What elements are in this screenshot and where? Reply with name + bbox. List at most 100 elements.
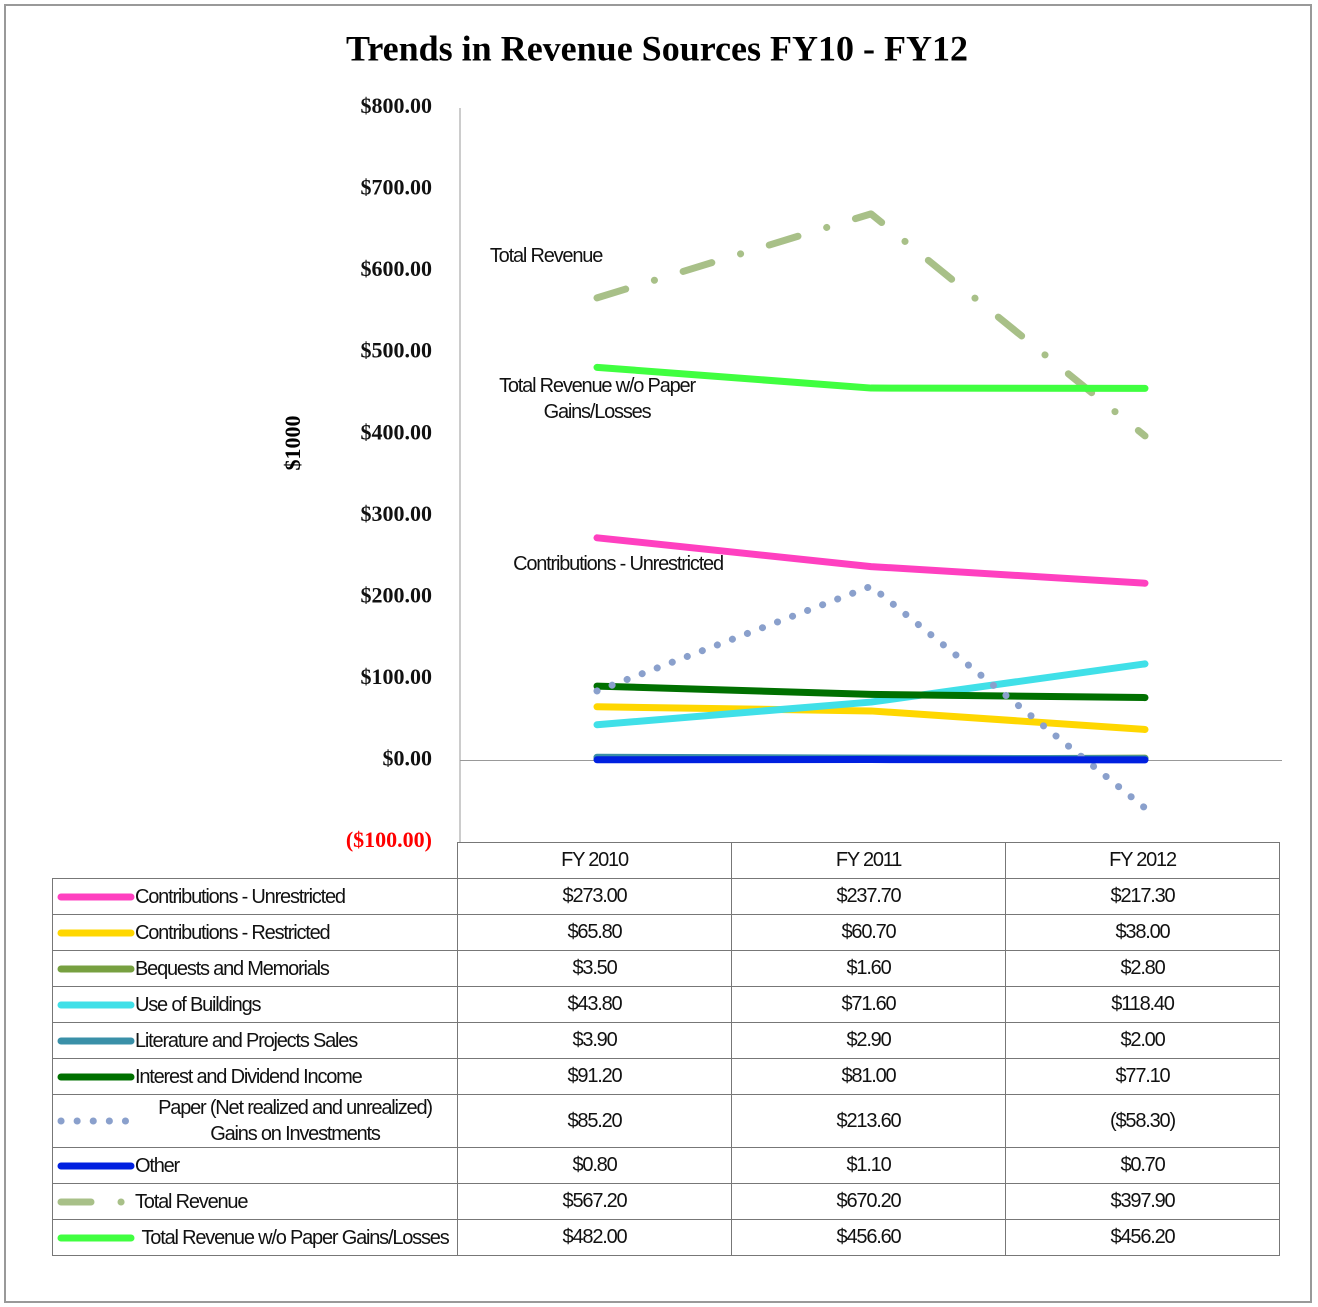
legend-swatch	[57, 1037, 135, 1044]
legend-cell: Literature and Projects Sales	[52, 1022, 458, 1059]
value-cell: $1.60	[731, 950, 1006, 987]
value-cell: $456.20	[1005, 1219, 1280, 1256]
legend-swatch	[57, 929, 135, 936]
series-line	[593, 582, 1149, 812]
chart-title: Trends in Revenue Sources FY10 - FY12	[346, 28, 968, 68]
value-cell: ($58.30)	[1005, 1094, 1280, 1148]
value-cell: $43.80	[457, 986, 732, 1023]
value-cell: $118.40	[1005, 986, 1280, 1023]
series-line	[593, 682, 1149, 702]
legend-label: Contributions - Unrestricted	[135, 885, 346, 908]
annotation: Total Revenue w/o Paper Gains/Losses	[499, 375, 696, 423]
legend-cell: Bequests and Memorials	[52, 950, 458, 987]
value-cell: $670.20	[731, 1183, 1006, 1220]
y-tick-label: $400.00	[361, 419, 433, 444]
value-cell: $273.00	[457, 878, 732, 915]
table-row: Contributions - Unrestricted $273.00 $237.…	[52, 878, 1280, 915]
legend-label: Other	[135, 1154, 180, 1177]
value-cell: $0.70	[1005, 1147, 1280, 1184]
y-axis-label: $1000	[280, 416, 305, 471]
value-cell: $456.60	[731, 1219, 1006, 1256]
value-cell: $567.20	[457, 1183, 732, 1220]
legend-cell: Contributions - Restricted	[52, 914, 458, 951]
y-tick-label: $200.00	[361, 582, 433, 607]
x-tick-label: FY 2011	[731, 842, 1006, 879]
value-cell: $397.90	[1005, 1183, 1280, 1220]
header-row: FY 2010 FY 2011 FY 2012	[52, 842, 1280, 879]
legend-label: Paper (Net realized and unrealized) Gain…	[158, 1097, 433, 1145]
value-cell: $65.80	[457, 914, 732, 951]
value-cell: $3.90	[457, 1022, 732, 1059]
y-tick-label: $700.00	[361, 175, 433, 200]
legend-label: Bequests and Memorials	[135, 957, 330, 980]
table-row: Literature and Projects Sales $3.90 $2.90 $…	[52, 1022, 1280, 1059]
x-tick-label: FY 2010	[457, 842, 732, 879]
y-tick-label: $800.00	[361, 93, 433, 118]
table-row: Total Revenue $567.20 $670.20 $397.90	[52, 1183, 1280, 1220]
legend-swatch	[57, 1117, 135, 1125]
legend-cell: Total Revenue w/o Paper Gains/Losses	[52, 1219, 458, 1256]
legend-cell: Interest and Dividend Income	[52, 1058, 458, 1095]
value-cell: $237.70	[731, 878, 1006, 915]
legend-cell: Paper (Net realized and unrealized) Gain…	[52, 1094, 458, 1148]
legend-entry: Other	[57, 1153, 455, 1179]
series-line	[593, 703, 1149, 733]
legend-entry: Contributions - Restricted	[57, 920, 455, 946]
legend-swatch	[57, 1073, 135, 1080]
value-cell: $38.00	[1005, 914, 1280, 951]
blank-cell	[52, 842, 458, 879]
y-tick-label: $300.00	[361, 501, 433, 526]
legend-swatch	[57, 1001, 135, 1008]
y-tick-label: $0.00	[383, 745, 433, 770]
legend-label: Total Revenue	[135, 1190, 248, 1213]
legend-label: Literature and Projects Sales	[135, 1029, 358, 1052]
value-cell: $77.10	[1005, 1058, 1280, 1095]
value-cell: $213.60	[731, 1094, 1006, 1148]
y-tick-label: $500.00	[361, 338, 433, 363]
legend-entry: Literature and Projects Sales	[57, 1028, 455, 1054]
legend-cell: Other	[52, 1147, 458, 1184]
table-row: Use of Buildings $43.80 $71.60 $118.40	[52, 986, 1280, 1023]
legend-cell: Use of Buildings	[52, 986, 458, 1023]
value-cell: $60.70	[731, 914, 1006, 951]
value-cell: $2.90	[731, 1022, 1006, 1059]
value-cell: $3.50	[457, 950, 732, 987]
series-line	[593, 363, 1149, 392]
table-row: Bequests and Memorials $3.50 $1.60 $2.80	[52, 950, 1280, 987]
annotation: Total Revenue	[489, 245, 603, 267]
value-cell: $1.10	[731, 1147, 1006, 1184]
legend-swatch	[57, 1162, 135, 1169]
value-cell: $0.80	[457, 1147, 732, 1184]
table-row: Other $0.80 $1.10 $0.70	[52, 1147, 1280, 1184]
y-tick-label: $100.00	[361, 664, 433, 689]
series-line	[593, 660, 1149, 729]
legend-swatch	[57, 893, 135, 900]
table-row: Total Revenue w/o Paper Gains/Losses $482…	[52, 1219, 1280, 1256]
legend-entry: Use of Buildings	[57, 992, 455, 1018]
legend-entry: Bequests and Memorials	[57, 956, 455, 982]
table-row: Contributions - Restricted $65.80 $60.70 $3…	[52, 914, 1280, 951]
value-cell: $2.00	[1005, 1022, 1280, 1059]
legend-entry: Total Revenue w/o Paper Gains/Losses	[57, 1225, 455, 1251]
value-cell: $482.00	[457, 1219, 732, 1256]
value-cell: $81.00	[731, 1058, 1006, 1095]
legend-entry: Interest and Dividend Income	[57, 1064, 455, 1090]
legend-cell: Contributions - Unrestricted	[52, 878, 458, 915]
legend-label: Contributions - Restricted	[135, 921, 331, 944]
legend-swatch	[57, 1198, 135, 1205]
x-tick-label: FY 2012	[1005, 842, 1280, 879]
value-cell: $2.80	[1005, 950, 1280, 987]
legend-entry: Total Revenue	[57, 1189, 455, 1215]
value-cell: $91.20	[457, 1058, 732, 1095]
legend-entry: Paper (Net realized and unrealized) Gain…	[57, 1095, 455, 1147]
series-line	[593, 534, 1149, 587]
legend-label: Use of Buildings	[135, 993, 262, 1016]
legend-label: Interest and Dividend Income	[135, 1065, 363, 1088]
legend-label: Total Revenue w/o Paper Gains/Losses	[141, 1226, 450, 1249]
value-cell: $85.20	[457, 1094, 732, 1148]
value-cell: $71.60	[731, 986, 1006, 1023]
legend-entry: Contributions - Unrestricted	[57, 884, 455, 910]
series-line	[593, 210, 1149, 440]
legend-cell: Total Revenue	[52, 1183, 458, 1220]
